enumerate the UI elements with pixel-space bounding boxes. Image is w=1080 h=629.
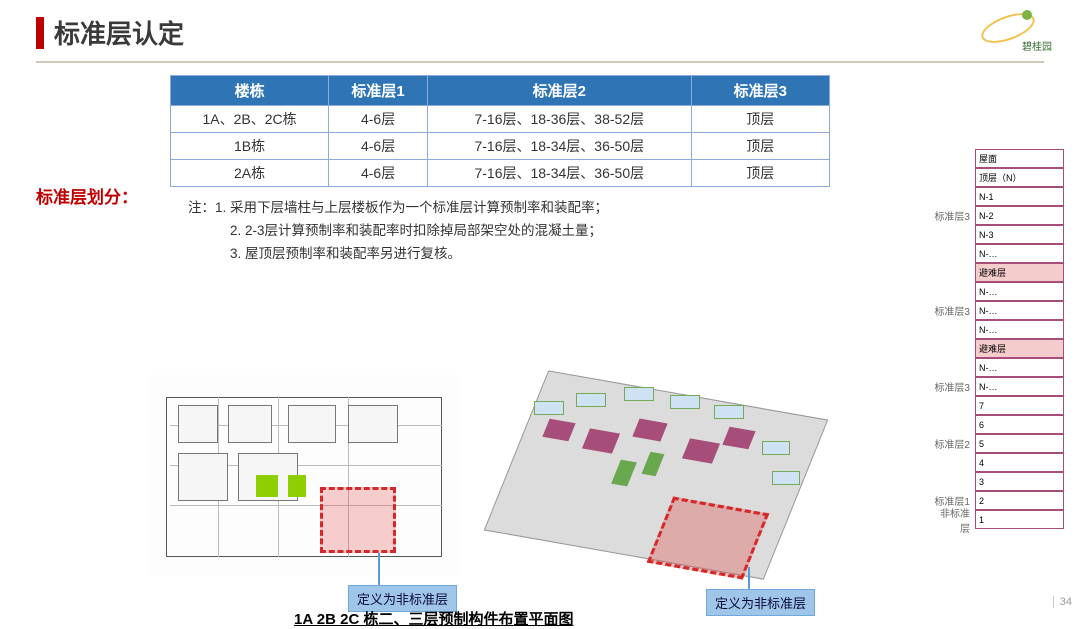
callout-iso: 定义为非标准层 — [706, 589, 815, 616]
stack-row-cell: N-2 — [975, 206, 1064, 225]
stack-row: 3 — [932, 472, 1064, 491]
stack-row-label — [932, 472, 974, 491]
stack-row: 标准层25 — [932, 434, 1064, 453]
logo-text: 碧桂园 — [1022, 38, 1052, 53]
callout-connector — [748, 567, 750, 591]
stack-row-label — [932, 282, 974, 301]
stack-row-cell: 1 — [975, 510, 1064, 529]
stack-row: N-… — [932, 358, 1064, 377]
stack-row-label — [932, 225, 974, 244]
stack-row: 标准层3N-2 — [932, 206, 1064, 225]
page-number: 34 — [1053, 596, 1072, 608]
slide-header: 标准层认定 — [0, 0, 1080, 57]
floor-stack-table: 屋面 顶层（N）N-1标准层3N-2N-3N-…避难层N-…标准层3N-…N-…… — [932, 149, 1064, 529]
non-standard-zone-plan — [320, 487, 396, 553]
stack-row-label — [932, 187, 974, 206]
stack-row-cell: 2 — [975, 491, 1064, 510]
stack-row-cell: 避难层 — [975, 263, 1064, 282]
stack-row-label: 标准层3 — [932, 301, 974, 320]
figure-caption: 1A 2B 2C 栋二、三层预制构件布置平面图 — [294, 608, 573, 629]
th-std1: 标准层1 — [329, 76, 428, 106]
floor-plan-figure — [148, 375, 460, 575]
stack-row-label: 标准层3 — [932, 377, 974, 396]
stack-row: N-… — [932, 320, 1064, 339]
stack-row-cell: 顶层（N） — [975, 168, 1064, 187]
notes-block: 注：1. 采用下层墙柱与上层楼板作为一个标准层计算预制率和装配率； 2. 2-3… — [188, 197, 1060, 266]
stack-row: 标准层3N-… — [932, 301, 1064, 320]
stack-row-label — [932, 396, 974, 415]
stack-row-label — [932, 339, 974, 358]
slide-title: 标准层认定 — [54, 14, 184, 51]
stack-row-cell: 6 — [975, 415, 1064, 434]
note-line: 注：1. 采用下层墙柱与上层楼板作为一个标准层计算预制率和装配率； — [188, 197, 1060, 220]
stack-row-cell: N-… — [975, 320, 1064, 339]
slide-body: 楼栋 标准层1 标准层2 标准层3 1A、2B、2C栋 4-6层 7-16层、1… — [0, 63, 1080, 603]
stack-row-cell: N-… — [975, 377, 1064, 396]
title-accent-bar — [36, 17, 44, 49]
stack-row-cell: N-… — [975, 301, 1064, 320]
stack-row-cell: 3 — [975, 472, 1064, 491]
stack-row-cell: N-3 — [975, 225, 1064, 244]
th-std2: 标准层2 — [428, 76, 692, 106]
stack-row: N-1 — [932, 187, 1064, 206]
note-line: 3. 屋顶层预制率和装配率另进行复核。 — [188, 243, 1060, 266]
stack-row-cell: N-… — [975, 358, 1064, 377]
stack-row: N-… — [932, 282, 1064, 301]
stack-row-label: 标准层2 — [932, 434, 974, 453]
table-row: 1A、2B、2C栋 4-6层 7-16层、18-36层、38-52层 顶层 — [171, 106, 830, 133]
classification-table: 楼栋 标准层1 标准层2 标准层3 1A、2B、2C栋 4-6层 7-16层、1… — [170, 75, 830, 187]
stack-row: N-… — [932, 244, 1064, 263]
stack-row-label — [932, 263, 974, 282]
stack-row-label — [932, 168, 974, 187]
note-line: 2. 2-3层计算预制率和装配率时扣除掉局部架空处的混凝土量； — [188, 220, 1060, 243]
stack-row: 7 — [932, 396, 1064, 415]
stack-row: 避难层 — [932, 339, 1064, 358]
th-std3: 标准层3 — [691, 76, 829, 106]
stack-row-label — [932, 244, 974, 263]
stack-row-cell: N-… — [975, 282, 1064, 301]
stack-row-label: 非标准层 — [932, 510, 974, 529]
stack-row-label — [932, 415, 974, 434]
stack-row-label — [932, 320, 974, 339]
stack-row: 非标准层1 — [932, 510, 1064, 529]
table-row: 2A栋 4-6层 7-16层、18-34层、36-50层 顶层 — [171, 160, 830, 187]
figures-region: 定义为非标准层 定义为非标准层 1A 2B 2C 栋二、三层预制构件布置平面图 — [148, 363, 838, 623]
stack-row-label: 标准层3 — [932, 206, 974, 225]
stack-row-label — [932, 453, 974, 472]
stack-row-cell: 4 — [975, 453, 1064, 472]
th-building: 楼栋 — [171, 76, 329, 106]
stack-row-label — [932, 358, 974, 377]
table-row: 1B栋 4-6层 7-16层、18-34层、36-50层 顶层 — [171, 133, 830, 160]
stack-row-cell: 7 — [975, 396, 1064, 415]
stack-row: N-3 — [932, 225, 1064, 244]
stack-row: 4 — [932, 453, 1064, 472]
stack-row: 6 — [932, 415, 1064, 434]
stack-row-cell: 避难层 — [975, 339, 1064, 358]
stack-row-cell: N-1 — [975, 187, 1064, 206]
stack-row-cell: N-… — [975, 244, 1064, 263]
stack-head: 屋面 — [975, 149, 1064, 168]
stack-row: 顶层（N） — [932, 168, 1064, 187]
stack-row: 标准层3N-… — [932, 377, 1064, 396]
isometric-figure — [486, 361, 836, 591]
company-logo: 碧桂园 — [972, 10, 1052, 50]
stack-row-cell: 5 — [975, 434, 1064, 453]
section-label: 标准层划分： — [36, 183, 138, 208]
stack-row: 避难层 — [932, 263, 1064, 282]
